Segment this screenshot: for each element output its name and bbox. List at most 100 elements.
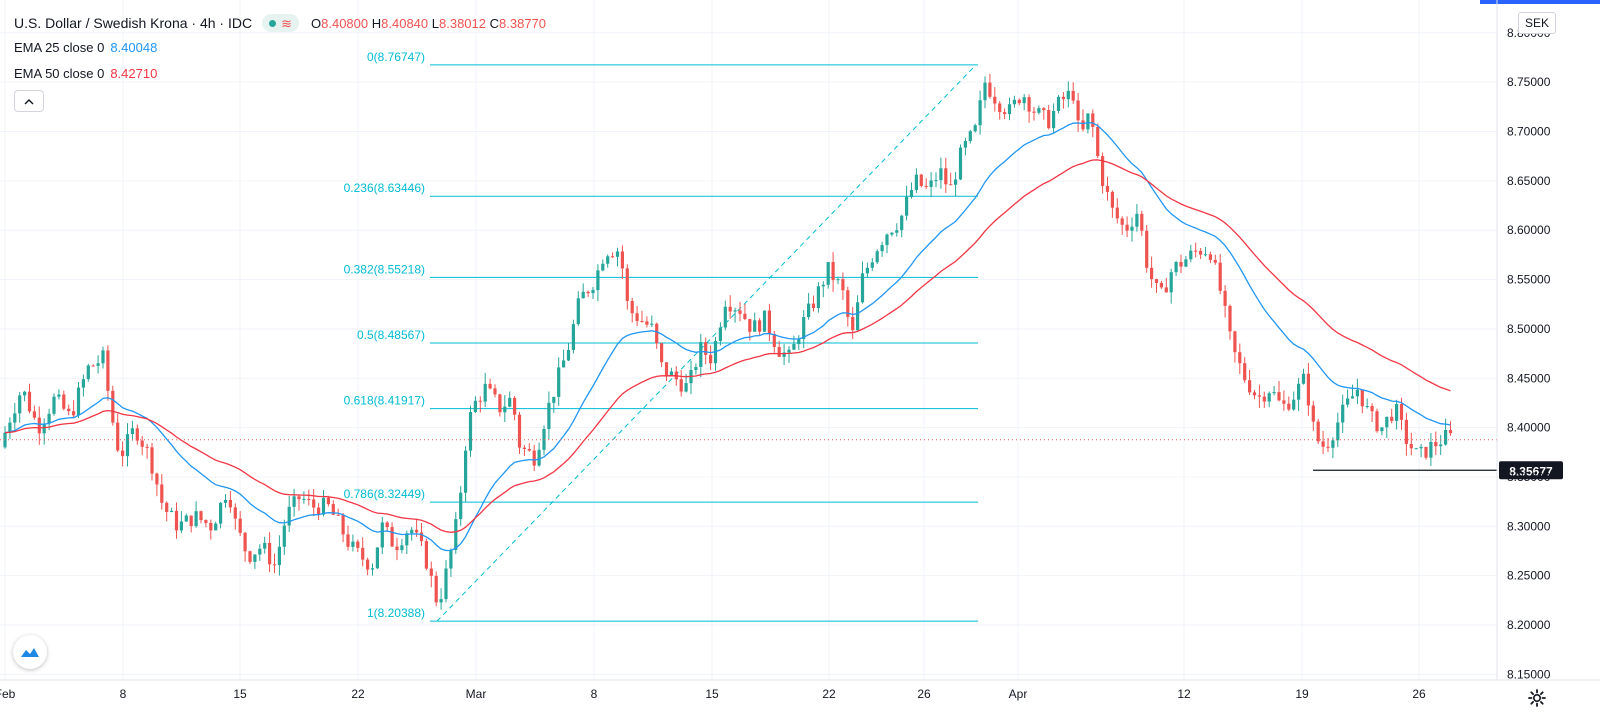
candle-body (439, 599, 443, 603)
candle-body (135, 428, 139, 441)
candle-body (1326, 446, 1330, 448)
candle-body (106, 350, 110, 391)
candle-body (1017, 99, 1021, 104)
candle-body (993, 96, 997, 104)
candle-body (895, 230, 899, 233)
candle-body (890, 232, 894, 235)
candle-body (1252, 392, 1257, 396)
candle-body (914, 174, 918, 191)
indicator-ema50[interactable]: EMA 50 close 0 8.42710 (14, 66, 157, 81)
y-tick-label: 8.65000 (1507, 174, 1551, 188)
candle-body (1130, 226, 1134, 231)
candle-body (1272, 392, 1276, 394)
candle-body (846, 290, 850, 317)
candle-body (1125, 224, 1129, 231)
candle-body (219, 502, 223, 524)
candle-body (268, 542, 272, 565)
candle-body (1066, 90, 1070, 100)
candle-body (772, 333, 776, 347)
candle-body (905, 196, 909, 216)
candle-body (1395, 404, 1399, 421)
candle-body (47, 413, 51, 424)
candle-body (596, 270, 600, 291)
candle-body (811, 303, 816, 309)
candle-body (973, 125, 977, 132)
candle-body (1096, 126, 1100, 157)
candle-body (963, 140, 967, 148)
candle-body (67, 408, 71, 412)
y-tick-label: 8.70000 (1507, 125, 1551, 139)
settings-gear-icon[interactable] (1522, 683, 1552, 713)
fibonacci-retracement[interactable]: 0(8.76747) 0.236(8.63446) 0.382(8.55218) 0.… (344, 50, 978, 622)
candle-body (728, 306, 732, 312)
candle-body (532, 450, 536, 466)
y-tick-label: 8.50000 (1507, 322, 1551, 336)
candle-body (125, 434, 130, 457)
candle-body (841, 279, 845, 291)
candle-body (1032, 111, 1036, 113)
candle-body (929, 180, 933, 187)
candle-body (1071, 90, 1075, 101)
candle-body (983, 82, 987, 101)
candle-body (1154, 279, 1159, 283)
candle-body (302, 498, 306, 500)
candle-body (1380, 427, 1384, 432)
candle-body (816, 286, 820, 309)
market-status-badge[interactable]: ≋ (262, 14, 299, 32)
candle-body (880, 245, 884, 252)
indicator-label: EMA 25 close 0 (14, 40, 105, 55)
collapse-legend-button[interactable] (14, 90, 44, 112)
candle-body (1203, 254, 1208, 256)
candle-body (1223, 290, 1227, 306)
candle-body (1199, 250, 1203, 255)
y-tick-label: 8.55000 (1507, 273, 1551, 287)
y-tick-label: 8.35000 (1507, 470, 1551, 484)
candle-body (611, 256, 615, 258)
symbol-title[interactable]: U.S. Dollar / Swedish Krona · 4h · IDC (14, 15, 253, 31)
candle-body (1321, 441, 1325, 447)
candle-body (782, 352, 786, 357)
candle-body (375, 547, 379, 569)
x-tick-label: 26 (917, 687, 931, 701)
candle-body (1184, 259, 1188, 267)
indicator-ema25[interactable]: EMA 25 close 0 8.40048 (14, 40, 157, 55)
ema-50-line (4, 159, 1451, 533)
candle-body (179, 521, 183, 531)
candle-body (493, 388, 497, 395)
candle-body (449, 549, 453, 569)
candle-body (346, 534, 350, 547)
candle-body (32, 411, 36, 418)
candle-body (1228, 305, 1232, 332)
chart-grid (0, 0, 1497, 680)
currency-badge[interactable]: SEK (1518, 12, 1557, 34)
chevron-up-icon (24, 98, 34, 104)
candle-body (331, 504, 335, 515)
candle-body (851, 316, 855, 331)
candle-body (660, 343, 664, 363)
candle-body (253, 554, 257, 562)
candle-body (459, 492, 463, 520)
candle-body (150, 447, 154, 474)
candle-body (1301, 373, 1306, 384)
candle-body (625, 268, 629, 301)
wave-icon: ≋ (281, 15, 292, 31)
high-value: 8.40840 (381, 15, 429, 31)
candle-body (410, 529, 414, 534)
candle-body (870, 262, 874, 268)
candle-body (292, 496, 296, 507)
candle-body (52, 396, 56, 414)
candle-body (1243, 363, 1247, 381)
tradingview-logo-button[interactable] (13, 635, 47, 669)
candle-body (723, 306, 727, 328)
candle-body (1101, 156, 1105, 186)
candle-body (797, 339, 801, 345)
candle-body (1297, 383, 1301, 400)
candle-body (753, 320, 757, 332)
candle-body (767, 310, 771, 334)
candle-body (434, 575, 438, 603)
candle-body (1360, 389, 1364, 407)
y-tick-label: 8.60000 (1507, 223, 1551, 237)
candle-body (718, 327, 722, 341)
candle-body (1434, 441, 1438, 447)
